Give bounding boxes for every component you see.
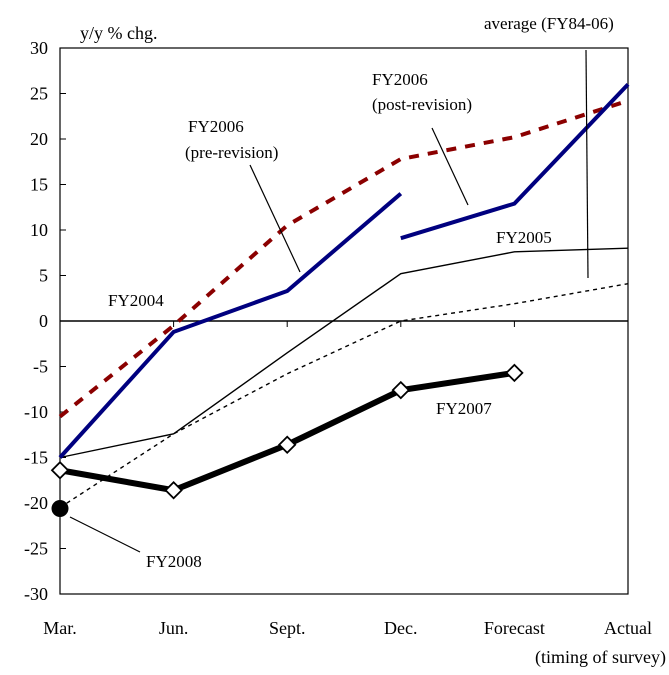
data-point-fy2007 xyxy=(391,380,411,400)
x-tick-label: Sept. xyxy=(269,618,306,638)
leader-line-fy2008 xyxy=(69,516,141,553)
x-axis: Mar. Jun. Sept. Dec. Forecast Actual xyxy=(43,321,652,638)
fy2006-post-label-line2: (post-revision) xyxy=(372,95,472,114)
fy2007-label: FY2007 xyxy=(436,399,492,418)
y-tick-label: -25 xyxy=(24,539,48,559)
x-tick-label: Forecast xyxy=(484,618,545,638)
y-tick-label: 15 xyxy=(30,175,48,195)
series-line-fy2005 xyxy=(59,247,629,459)
y-tick-label: -15 xyxy=(24,448,48,468)
y-tick-label: -20 xyxy=(24,493,48,513)
series-line-fy2006-pre-revision xyxy=(58,192,403,459)
x-tick-label: Mar. xyxy=(43,618,77,638)
x-tick-label: Actual xyxy=(604,618,652,638)
fy2004-label: FY2004 xyxy=(108,291,164,310)
data-point-fy2008 xyxy=(51,499,69,517)
fy2006-post-label-line1: FY2006 xyxy=(372,70,428,89)
y-tick-label: 20 xyxy=(30,129,48,149)
x-tick-label: Dec. xyxy=(384,618,417,638)
y-axis-label: y/y % chg. xyxy=(80,23,157,43)
data-point-fy2007 xyxy=(50,460,70,480)
series-line-fy2007 xyxy=(59,369,515,494)
y-tick-label: 10 xyxy=(30,220,48,240)
leader-line-average xyxy=(585,49,589,279)
y-tick-label: 25 xyxy=(30,84,48,104)
data-point-fy2007 xyxy=(277,435,297,455)
y-tick-label: 30 xyxy=(30,38,48,58)
data-point-fy2007 xyxy=(505,363,524,383)
y-tick-label: 0 xyxy=(39,311,48,331)
y-tick-label: 5 xyxy=(39,266,48,286)
y-axis: 30 25 20 15 10 5 0 -5 -10 -15 -20 -25 -30 xyxy=(24,38,628,604)
fy2006-pre-label-line1: FY2006 xyxy=(188,117,244,136)
y-tick-label: -10 xyxy=(24,402,48,422)
x-tick-label: Jun. xyxy=(159,618,189,638)
fy2006-pre-label-line2: (pre-revision) xyxy=(185,143,278,162)
series-layer xyxy=(50,83,630,517)
annotation-layer: average (FY84-06) FY2004 FY2005 FY2006 (… xyxy=(69,14,666,668)
series-line-fy2004 xyxy=(58,98,629,419)
fy2005-label: FY2005 xyxy=(496,228,552,247)
series-line-average-fy84-06 xyxy=(59,283,629,509)
data-point-fy2007 xyxy=(164,480,183,500)
leader-line-fy2006-pre xyxy=(249,164,301,273)
fy2008-label: FY2008 xyxy=(146,552,202,571)
x-axis-label: (timing of survey) xyxy=(535,647,666,668)
leader-line-fy2006-post xyxy=(431,127,469,206)
average-label: average (FY84-06) xyxy=(484,14,614,33)
series-line-fy2006-post-revision xyxy=(400,83,630,241)
y-tick-label: -5 xyxy=(33,357,48,377)
y-tick-label: -30 xyxy=(24,584,48,604)
